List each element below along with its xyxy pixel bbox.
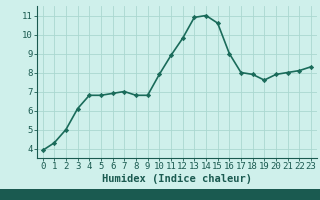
X-axis label: Humidex (Indice chaleur): Humidex (Indice chaleur) [102, 174, 252, 184]
